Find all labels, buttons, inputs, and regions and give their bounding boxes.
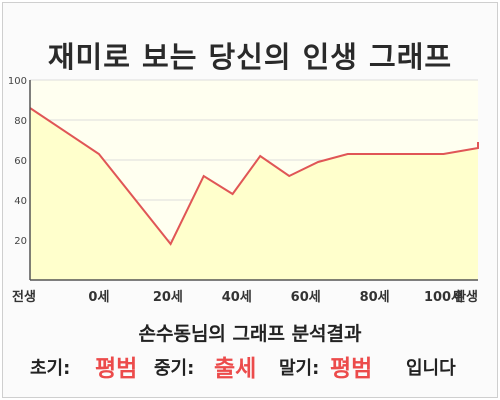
result-title: 손수동님의 그래프 분석결과 (138, 323, 362, 345)
x-tick-label: 환생 (454, 289, 478, 305)
series-line (29, 107, 479, 246)
x-tick-label: 전생 (12, 289, 36, 305)
x-tick-label: 60세 (291, 290, 321, 305)
early-value: 평범 (95, 356, 138, 382)
y-tick-label: 100 (8, 76, 27, 87)
y-tick-label: 40 (14, 196, 27, 207)
x-tick-label: 20세 (153, 290, 183, 305)
x-tick-label: 100세 (424, 290, 463, 305)
area-fill (30, 108, 478, 280)
y-tick-label: 80 (14, 116, 27, 127)
late-label: 말기: (279, 358, 320, 379)
x-tick-label: 0세 (88, 290, 109, 305)
result-summary: 초기: 평범 중기: 출세 말기: 평범 입니다 (30, 346, 490, 382)
x-tick-label: 40세 (222, 290, 252, 305)
middle-label: 중기: (154, 358, 195, 379)
result-suffix: 입니다 (406, 358, 456, 379)
early-label: 초기: (30, 358, 71, 379)
middle-value: 출세 (214, 356, 257, 382)
late-value: 평범 (330, 356, 373, 382)
y-tick-label: 60 (14, 156, 27, 167)
y-tick-label: 20 (14, 236, 27, 247)
y-tick-labels: 20 40 60 80 100 (8, 76, 27, 247)
page-title: 재미로 보는 당신의 인생 그래프 (47, 40, 453, 74)
x-tick-label: 80세 (360, 290, 390, 305)
